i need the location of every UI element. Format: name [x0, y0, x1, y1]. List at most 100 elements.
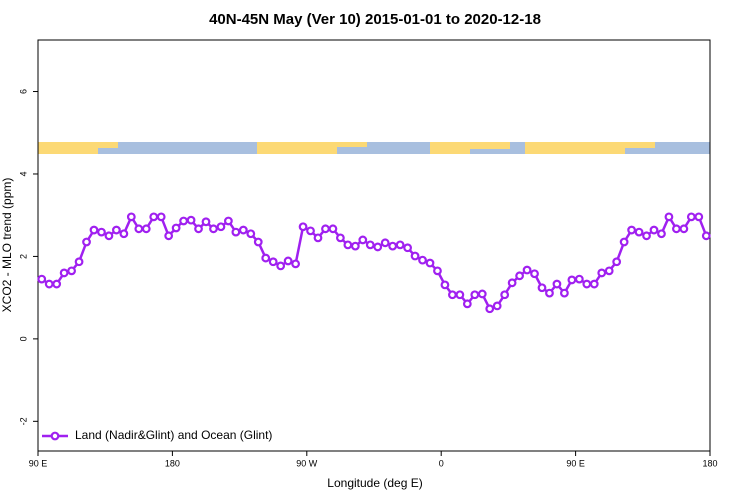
data-point — [253, 237, 263, 247]
y-tick-label: 0 — [18, 336, 28, 341]
data-point — [672, 224, 681, 234]
data-point — [649, 225, 659, 235]
data-point — [238, 225, 248, 235]
data-point — [462, 299, 472, 309]
data-point — [574, 274, 584, 284]
land-ocean-stripe — [38, 142, 710, 154]
data-point — [380, 238, 390, 248]
data-point — [365, 240, 375, 250]
data-point — [313, 233, 323, 243]
data-point — [657, 229, 666, 239]
data-point — [134, 224, 144, 234]
legend-text: Land (Nadir&Glint) and Ocean (Glint) — [75, 428, 272, 442]
data-point — [388, 241, 398, 251]
data-point — [597, 268, 607, 278]
data-point — [679, 224, 689, 234]
y-tick-label: 6 — [18, 89, 28, 94]
x-tick-label: 180 — [702, 458, 717, 468]
data-point — [448, 290, 457, 300]
data-point — [410, 251, 420, 261]
y-tick-label: -2 — [18, 417, 28, 425]
data-point — [119, 229, 129, 239]
data-point — [455, 290, 465, 300]
data-point — [74, 257, 84, 267]
data-point — [336, 233, 345, 243]
data-point — [126, 212, 136, 222]
data-point — [589, 279, 599, 289]
data-point — [104, 231, 114, 241]
data-point — [321, 224, 330, 234]
data-point — [612, 257, 622, 267]
data-point — [343, 240, 353, 250]
data-point — [634, 227, 644, 237]
data-point — [97, 227, 106, 237]
data-point — [433, 266, 442, 276]
data-point — [246, 229, 256, 239]
data-point — [515, 271, 524, 281]
data-point — [552, 279, 562, 289]
data-point — [701, 231, 711, 241]
data-point — [507, 278, 517, 288]
data-point — [328, 224, 338, 234]
data-point — [485, 304, 495, 314]
data-point — [156, 212, 166, 222]
data-point — [59, 268, 69, 278]
data-point — [567, 275, 577, 285]
y-tick-label: 4 — [18, 171, 28, 176]
data-point — [306, 226, 315, 236]
data-point — [537, 283, 547, 293]
data-point — [373, 242, 383, 252]
data-point — [545, 288, 554, 298]
data-point — [395, 240, 405, 250]
data-point — [403, 243, 413, 253]
data-point — [37, 274, 47, 284]
data-point — [350, 241, 360, 251]
data-point — [52, 279, 62, 289]
x-axis-label: Longitude (deg E) — [327, 476, 422, 490]
data-point — [171, 223, 181, 233]
data-point — [276, 261, 286, 271]
chart-title: 40N-45N May (Ver 10) 2015-01-01 to 2020-… — [209, 11, 541, 28]
data-point — [231, 227, 241, 237]
data-point — [627, 225, 636, 235]
data-point — [642, 231, 651, 241]
data-point — [686, 212, 696, 222]
data-point — [82, 237, 91, 247]
data-point — [186, 215, 196, 225]
legend-marker — [50, 431, 60, 441]
data-point — [470, 290, 480, 300]
x-tick-label: 0 — [439, 458, 444, 468]
x-tick-label: 180 — [165, 458, 180, 468]
y-tick-label: 2 — [18, 254, 28, 259]
y-axis-label: XCO2 - MLO trend (ppm) — [0, 178, 14, 313]
data-point — [477, 289, 487, 299]
data-point — [201, 217, 211, 227]
data-point — [261, 253, 271, 263]
data-point — [149, 212, 159, 222]
x-tick-label: 90 W — [296, 458, 318, 468]
data-point — [291, 259, 301, 269]
data-point — [283, 256, 293, 266]
data-point — [141, 224, 151, 234]
data-point — [530, 269, 539, 279]
x-tick-label: 90 E — [29, 458, 48, 468]
data-point — [358, 235, 368, 245]
data-point — [111, 225, 121, 235]
data-point — [164, 231, 174, 241]
data-point — [67, 266, 76, 276]
data-point — [89, 225, 99, 235]
data-point — [209, 224, 218, 234]
data-point — [619, 237, 629, 247]
data-point — [500, 290, 510, 300]
data-point — [582, 279, 592, 289]
data-point — [560, 288, 569, 298]
data-point — [425, 258, 435, 268]
data-point — [216, 222, 226, 232]
data-point — [440, 280, 450, 290]
data-point — [694, 212, 704, 222]
data-point — [664, 212, 674, 222]
data-point — [223, 216, 233, 226]
data-point — [268, 257, 278, 267]
data-point — [298, 222, 308, 232]
